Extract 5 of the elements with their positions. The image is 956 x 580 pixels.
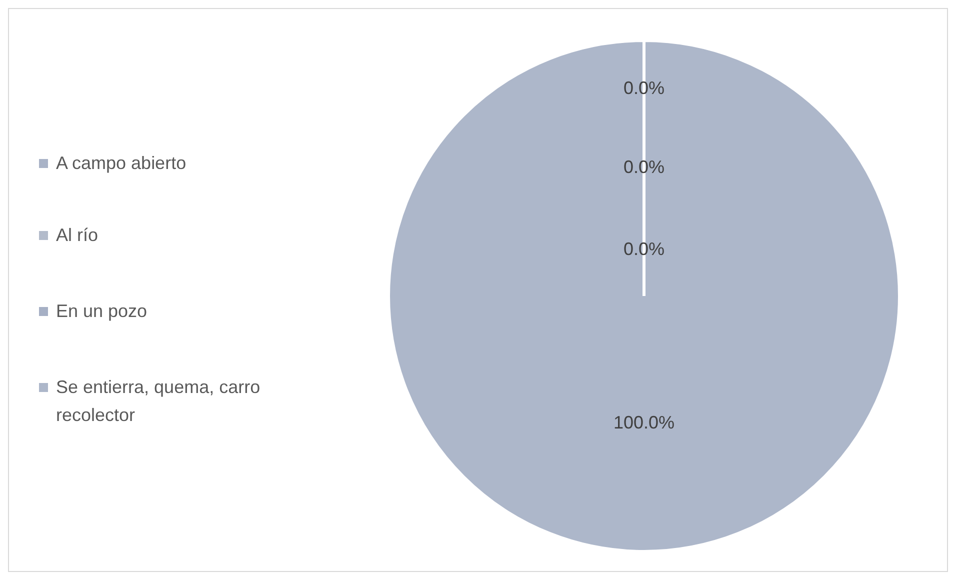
legend-label: Al río — [56, 224, 98, 247]
legend-label: En un pozo — [56, 300, 148, 323]
legend-label: Se entierra, quema, carro recolector — [56, 376, 262, 427]
legend-label: A campo abierto — [56, 152, 186, 175]
data-label: 100.0% — [613, 412, 675, 433]
